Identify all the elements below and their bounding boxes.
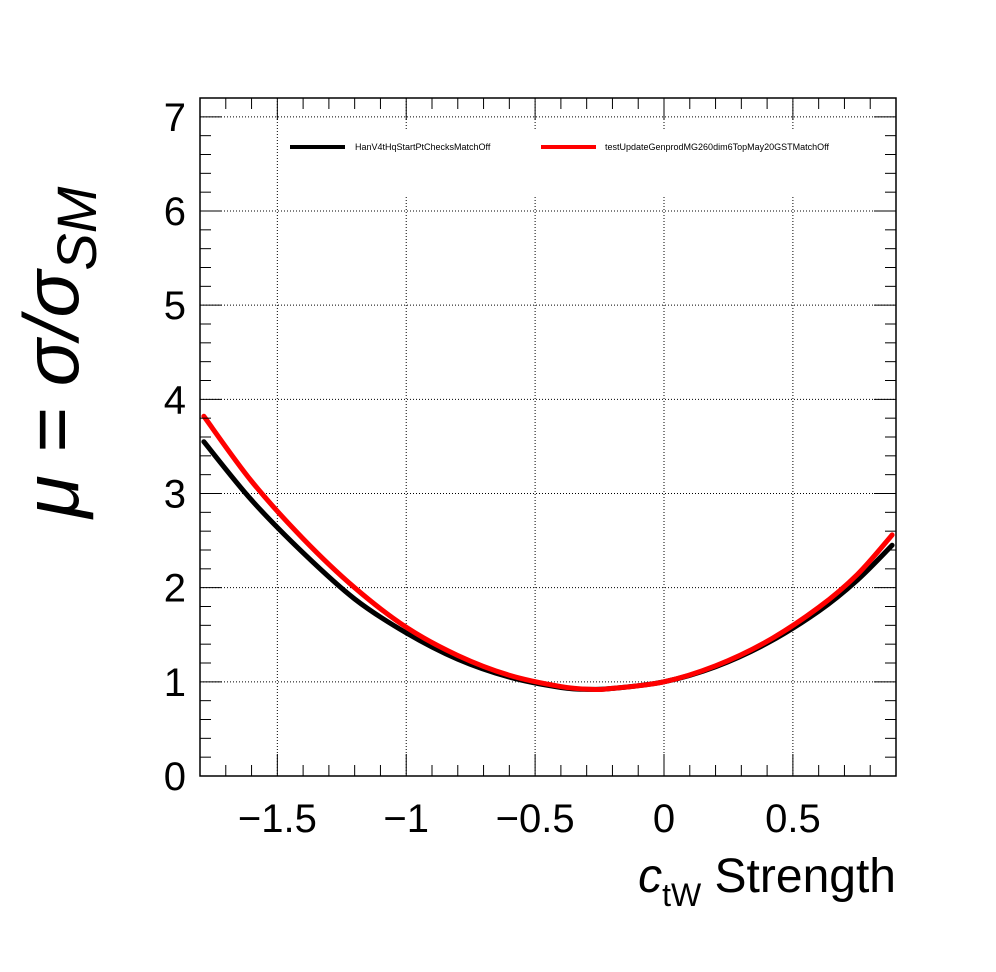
x-tick-label: 0.5 [765, 797, 821, 841]
y-tick-label: 4 [164, 378, 186, 422]
x-tick-label: −1 [383, 797, 429, 841]
y-axis-label: μ = σ/σSM [7, 186, 108, 520]
x-tick-label: −0.5 [496, 797, 575, 841]
legend-entry-1: HanV4tHqStartPtChecksMatchOff [355, 142, 491, 152]
x-axis-label-suffix: Strength [701, 850, 896, 903]
series-line-1 [201, 439, 895, 692]
y-tick-label: 3 [164, 473, 186, 517]
y-tick-label: 6 [164, 190, 186, 234]
axes-layer: −1.5 −1 −0.5 0 0.5 0 1 2 3 4 5 6 7 [164, 96, 897, 841]
y-axis-label-subscript: SM [45, 186, 108, 270]
x-axis-label: ctW Strength [638, 850, 896, 913]
series-line-2 [201, 413, 895, 693]
x-axis-label-subscript: tW [662, 877, 702, 913]
legend-entry-2: testUpdateGenprodMG260dim6TopMay20GSTMat… [605, 142, 829, 152]
legend: HanV4tHqStartPtChecksMatchOff testUpdateG… [282, 130, 872, 195]
y-tick-label: 5 [164, 284, 186, 328]
x-axis-label-symbol: c [638, 850, 662, 903]
series-layer [201, 413, 895, 693]
y-axis-label-main: μ = σ/σ [7, 268, 95, 520]
y-tick-label: 2 [164, 567, 186, 611]
y-tick-label: 1 [164, 661, 186, 705]
grid-layer [200, 98, 896, 776]
legend-background [282, 130, 872, 195]
x-tick-label: −1.5 [238, 797, 317, 841]
y-tick-label: 0 [164, 755, 186, 799]
y-tick-label: 7 [164, 96, 186, 140]
plot-frame [199, 97, 897, 777]
x-tick-label: 0 [653, 797, 675, 841]
